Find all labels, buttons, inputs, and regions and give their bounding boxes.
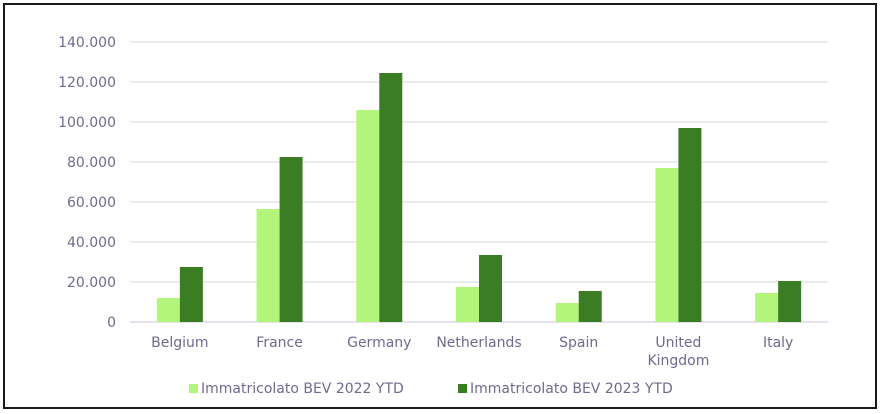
y-axis-ticks: 0 20.000 40.000 60.000 80.000 100.000 120.000 1… <box>58 35 116 331</box>
bar-2023 <box>179 267 203 322</box>
legend-swatch <box>458 384 467 393</box>
bar-2023 <box>678 128 702 322</box>
legend: Immatricolato BEV 2022 YTD Immatricolato … <box>189 381 673 397</box>
x-category-label: Italy <box>763 335 793 351</box>
bar-2022 <box>256 209 280 322</box>
bar-2022 <box>156 298 180 322</box>
legend-label: Immatricolato BEV 2022 YTD <box>201 381 404 397</box>
bars <box>156 73 802 322</box>
bar-2023 <box>778 281 802 322</box>
gridlines <box>130 41 828 323</box>
y-tick-label: 0 <box>107 315 116 331</box>
x-category-label: United Kingdom <box>647 335 709 369</box>
bar-2023 <box>479 255 502 322</box>
y-tick-label: 140.000 <box>58 35 116 51</box>
bar-2023 <box>578 291 602 322</box>
x-category-label: Spain <box>559 335 598 351</box>
y-tick-label: 100.000 <box>58 115 116 131</box>
legend-label: Immatricolato BEV 2023 YTD <box>470 381 673 397</box>
bar-2022 <box>456 287 479 322</box>
y-tick-label: 120.000 <box>58 75 116 91</box>
x-category-label: Germany <box>347 335 411 351</box>
y-tick-label: 60.000 <box>67 195 116 211</box>
x-category-label: Netherlands <box>436 335 521 351</box>
bar-2023 <box>279 157 303 322</box>
bar-2022 <box>655 168 679 322</box>
bar-2023 <box>379 73 403 322</box>
bar-2022 <box>755 293 779 322</box>
legend-swatch <box>189 384 198 393</box>
bar-2022 <box>356 110 380 322</box>
x-category-label: France <box>256 335 303 351</box>
y-tick-label: 40.000 <box>67 235 116 251</box>
y-tick-label: 20.000 <box>67 275 116 291</box>
bar-2022 <box>555 303 579 322</box>
chart-frame <box>3 3 877 409</box>
x-axis-categories: Belgium France Germany Netherlands Spain Unit… <box>151 335 793 369</box>
y-tick-label: 80.000 <box>67 155 116 171</box>
x-category-label: Belgium <box>151 335 208 351</box>
